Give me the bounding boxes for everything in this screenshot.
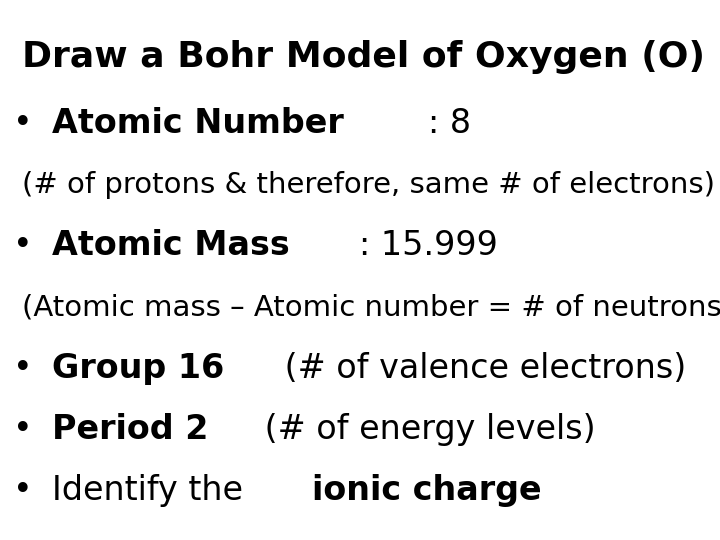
Text: •: • [13,474,43,507]
Text: •: • [13,413,43,446]
Text: (# of protons & therefore, same # of electrons): (# of protons & therefore, same # of ele… [22,171,714,199]
Text: (# of valence electrons): (# of valence electrons) [274,352,686,385]
Text: ionic charge: ionic charge [312,474,541,507]
Text: Atomic Mass: Atomic Mass [52,229,289,262]
Text: •: • [13,106,43,140]
Text: •: • [13,352,43,385]
Text: Draw a Bohr Model of Oxygen (O): Draw a Bohr Model of Oxygen (O) [22,40,705,73]
Text: Atomic Number: Atomic Number [52,106,343,140]
Text: •: • [13,229,43,262]
Text: Period 2: Period 2 [52,413,208,446]
Text: Identify the: Identify the [52,474,253,507]
Text: Group 16: Group 16 [52,352,224,385]
Text: : 8: : 8 [428,106,472,140]
Text: (Atomic mass – Atomic number = # of neutrons): (Atomic mass – Atomic number = # of neut… [22,294,720,322]
Text: (# of energy levels): (# of energy levels) [253,413,595,446]
Text: : 15.999: : 15.999 [359,229,498,262]
